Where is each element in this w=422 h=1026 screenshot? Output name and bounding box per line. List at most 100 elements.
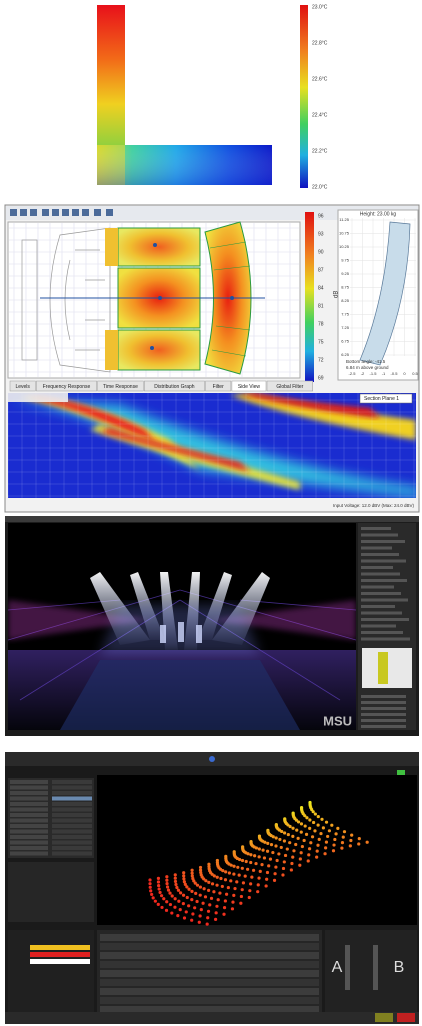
tab[interactable]: [97, 380, 144, 392]
led-dot: [249, 860, 253, 865]
led-dot: [182, 877, 186, 881]
led-dot: [349, 838, 353, 843]
list-row: [10, 796, 48, 801]
led-dot: [324, 846, 328, 850]
led-dot: [198, 914, 202, 918]
led-dot: [313, 829, 317, 833]
led-dot: [304, 832, 309, 836]
led-dot: [271, 835, 275, 839]
led-dot: [272, 878, 277, 882]
tab-label[interactable]: Levels: [15, 384, 30, 390]
led-dot: [302, 838, 306, 843]
thermal-colorbar: [300, 5, 308, 188]
sidebar-row: [361, 559, 406, 563]
led-dot: [331, 849, 336, 853]
scale-label: 78: [318, 321, 324, 327]
axis-label: 7.75: [341, 312, 350, 317]
led-dot: [157, 883, 161, 888]
led-dot: [185, 885, 189, 889]
scale-label: 84: [318, 285, 324, 291]
tab[interactable]: [266, 380, 313, 392]
list-row: [10, 851, 48, 856]
sidebar-row: [361, 695, 406, 698]
led-dot: [195, 883, 200, 887]
section-plane[interactable]: Section Plane 1: [364, 396, 399, 402]
led-dot: [174, 882, 178, 887]
tab[interactable]: [205, 380, 232, 392]
list-row: [10, 824, 48, 828]
led-dot: [183, 882, 187, 887]
led-dot: [357, 837, 361, 841]
led-dot: [195, 899, 199, 904]
led-dot: [260, 863, 264, 867]
axis-label: 10.75: [339, 231, 350, 236]
led-dot: [307, 847, 312, 851]
led-dot: [274, 865, 278, 869]
led-dot: [246, 852, 250, 856]
led-dot: [203, 895, 208, 899]
led-dot: [198, 868, 203, 872]
tab-label[interactable]: Time Response: [103, 384, 138, 390]
led-dot: [257, 847, 261, 851]
led-dot: [222, 906, 227, 910]
led-dot: [160, 905, 164, 910]
tab-label[interactable]: Frequency Response: [43, 384, 91, 390]
led-dot: [177, 899, 181, 903]
led-dot: [223, 878, 228, 882]
led-dot: [148, 885, 152, 889]
axis-label: 10.25: [339, 244, 350, 249]
tab[interactable]: [36, 380, 97, 392]
led-dot: [156, 902, 160, 906]
list-row: [10, 791, 48, 795]
table-row: [100, 970, 319, 977]
sidebar-row: [361, 605, 395, 608]
led-dot: [182, 871, 186, 875]
led-dot: [279, 845, 283, 850]
led-dot: [213, 917, 218, 921]
scale-label: 22.2°C: [312, 148, 328, 154]
led-dot: [263, 840, 267, 844]
led-dot: [182, 874, 186, 878]
list-row: [52, 813, 92, 817]
led-dot: [227, 871, 231, 875]
tab-label[interactable]: Filter: [213, 384, 224, 390]
status-bar: Input Voltage: 12.0 dBV (Max: 24.0 dBV): [333, 503, 415, 508]
list-row: [10, 846, 48, 850]
led-dot: [342, 830, 347, 834]
led-dot: [294, 818, 298, 822]
led-dot: [150, 892, 154, 897]
led-dot: [320, 817, 324, 821]
led-dot: [165, 882, 169, 886]
axis-label: -1.5: [370, 371, 378, 376]
led-dot: [278, 837, 282, 842]
tab-label[interactable]: Global Filter: [276, 384, 303, 390]
led-dot: [298, 857, 302, 861]
array-ground: 6.84 m above ground: [346, 365, 389, 370]
tab[interactable]: [9, 380, 36, 392]
tab[interactable]: [144, 380, 205, 392]
led-dot: [197, 920, 201, 924]
sidebar-row: [361, 598, 408, 602]
led-dot: [254, 846, 259, 850]
led-dot: [148, 878, 152, 882]
led-dot: [291, 834, 295, 838]
sidebar-row: [361, 546, 392, 550]
list-row: [52, 829, 92, 834]
tab-label[interactable]: Distribution Graph: [154, 384, 195, 390]
led-dot: [265, 849, 270, 853]
list-row: [52, 785, 92, 790]
led-dot: [215, 875, 219, 879]
sidebar-row: [361, 540, 405, 543]
led-dot: [282, 839, 287, 843]
axis-label: 9.75: [341, 258, 350, 263]
led-dot: [326, 834, 330, 839]
led-dot: [175, 885, 179, 890]
led-dot: [258, 869, 262, 873]
sidebar-row: [361, 553, 399, 556]
tab-label[interactable]: Side View: [238, 384, 261, 390]
led-dot: [185, 895, 189, 900]
sidebar-row: [361, 725, 406, 728]
sidebar-row: [361, 585, 394, 589]
tab[interactable]: [231, 380, 267, 392]
led-dot: [285, 847, 289, 851]
